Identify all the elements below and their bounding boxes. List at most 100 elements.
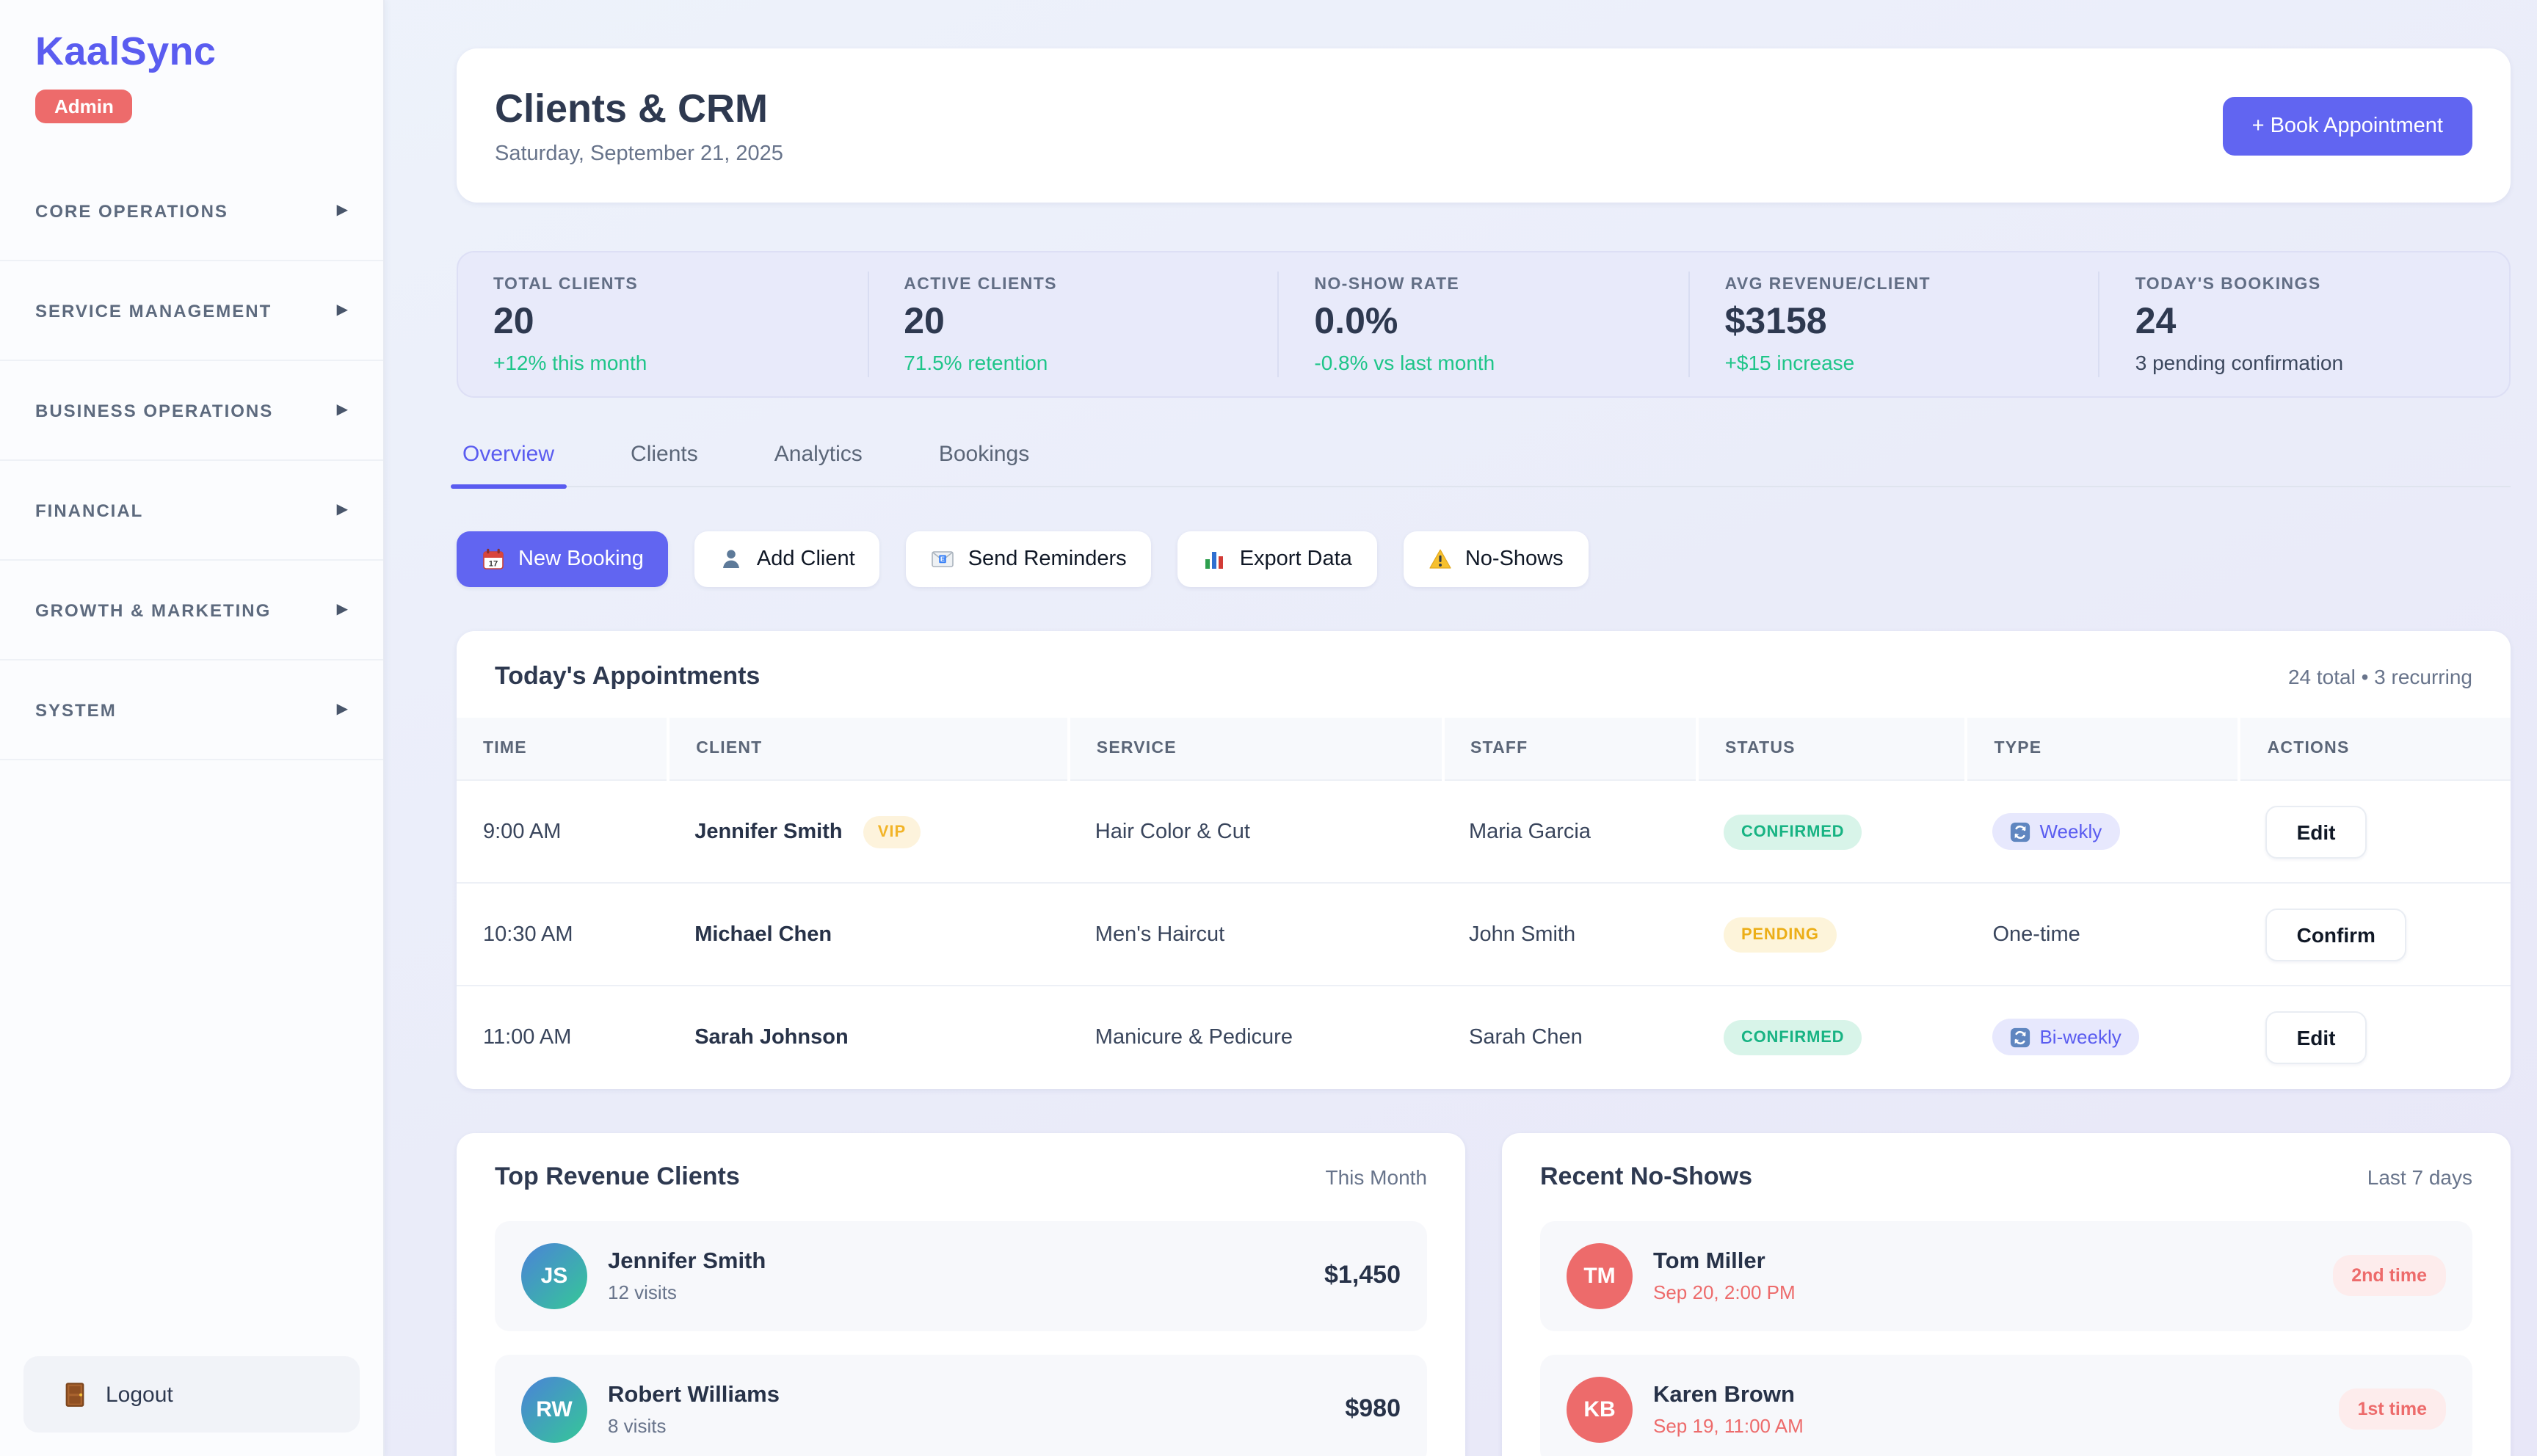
cell-type: Weekly xyxy=(1966,779,2240,883)
no-show-datetime: Sep 20, 2:00 PM xyxy=(1653,1281,1796,1303)
chevron-right-icon: ▶ xyxy=(336,302,348,318)
vip-badge: VIP xyxy=(863,815,921,848)
add-client-button[interactable]: Add Client xyxy=(694,531,880,587)
sidebar-item-financial[interactable]: FINANCIAL ▶ xyxy=(0,461,383,561)
cell-service: Manicure & Pedicure xyxy=(1068,985,1442,1088)
list-item: TM Tom Miller Sep 20, 2:00 PM 2nd time xyxy=(1540,1220,2472,1331)
stat-subtext: +$15 increase xyxy=(1724,350,1855,374)
action-label: No-Shows xyxy=(1465,547,1564,571)
avatar: RW xyxy=(521,1376,587,1442)
client-name: Jennifer Smith xyxy=(608,1248,766,1273)
type-label: One-time xyxy=(1992,922,2080,946)
stat-label: TODAY'S BOOKINGS xyxy=(2135,275,2321,293)
bar-chart-icon xyxy=(1205,552,1224,569)
sidebar-item-growth-marketing[interactable]: GROWTH & MARKETING ▶ xyxy=(0,561,383,660)
appointments-card-header: Today's Appointments 24 total • 3 recurr… xyxy=(457,631,2511,718)
sidebar-item-label: FINANCIAL xyxy=(35,500,144,520)
table-row: 11:00 AM Sarah Johnson Manicure & Pedicu… xyxy=(457,985,2511,1088)
calendar-icon: 17 xyxy=(483,548,504,569)
cell-client: Michael Chen xyxy=(668,882,1069,986)
export-data-button[interactable]: Export Data xyxy=(1177,531,1377,587)
cell-actions: Edit xyxy=(2239,985,2511,1088)
column-header-client: CLIENT xyxy=(667,718,1069,780)
page-header: Clients & CRM Saturday, September 21, 20… xyxy=(457,48,2511,203)
cell-staff: John Smith xyxy=(1442,882,1697,986)
cell-client: Sarah Johnson xyxy=(668,985,1069,1088)
client-info: Karen Brown Sep 19, 11:00 AM xyxy=(1653,1382,2339,1436)
status-badge: CONFIRMED xyxy=(1723,1019,1862,1055)
client-name: Jennifer Smith xyxy=(694,820,843,843)
top-revenue-list: JS Jennifer Smith 12 visits $1,450 RW Ro… xyxy=(495,1220,1427,1456)
chevron-right-icon: ▶ xyxy=(336,502,348,518)
action-label: New Booking xyxy=(518,547,644,571)
client-name: Michael Chen xyxy=(694,922,832,946)
top-revenue-period: This Month xyxy=(1325,1165,1428,1188)
send-reminders-button[interactable]: E Send Reminders xyxy=(906,531,1152,587)
cell-time: 10:30 AM xyxy=(457,882,669,986)
stat-label: NO-SHOW RATE xyxy=(1314,275,1460,293)
appointments-table: TIME CLIENT SERVICE STAFF STATUS TYPE AC… xyxy=(457,718,2511,1088)
type-label: Weekly xyxy=(2039,820,2102,842)
stat-avg-revenue: AVG REVENUE/CLIENT $3158 +$15 increase xyxy=(1688,272,2099,377)
sidebar-item-label: SYSTEM xyxy=(35,699,117,720)
logout-button[interactable]: Logout xyxy=(23,1356,360,1433)
confirm-button[interactable]: Confirm xyxy=(2265,908,2406,961)
tab-overview[interactable]: Overview xyxy=(451,442,566,489)
tab-bookings[interactable]: Bookings xyxy=(938,442,1030,467)
sidebar-item-business-operations[interactable]: BUSINESS OPERATIONS ▶ xyxy=(0,361,383,461)
client-name: Karen Brown xyxy=(1653,1382,1795,1407)
role-badge: Admin xyxy=(35,90,133,123)
top-revenue-title: Top Revenue Clients xyxy=(495,1162,740,1190)
sidebar-item-service-management[interactable]: SERVICE MANAGEMENT ▶ xyxy=(0,261,383,361)
sidebar-item-system[interactable]: SYSTEM ▶ xyxy=(0,660,383,760)
no-show-datetime: Sep 19, 11:00 AM xyxy=(1653,1414,1804,1436)
stat-subtext: 71.5% retention xyxy=(904,350,1048,374)
no-shows-button[interactable]: No-Shows xyxy=(1403,531,1589,587)
column-header-staff: STAFF xyxy=(1440,718,1697,780)
no-show-count-badge: 2nd time xyxy=(2332,1255,2446,1296)
stat-value: 24 xyxy=(2135,300,2177,341)
cell-type: Bi-weekly xyxy=(1966,985,2240,1088)
tab-clients[interactable]: Clients xyxy=(631,442,698,467)
email-icon: E xyxy=(932,551,954,567)
stat-subtext: +12% this month xyxy=(493,350,647,374)
edit-button[interactable]: Edit xyxy=(2265,805,2367,858)
book-appointment-button[interactable]: + Book Appointment xyxy=(2222,96,2472,155)
cell-actions: Confirm xyxy=(2239,882,2511,986)
no-shows-list: TM Tom Miller Sep 20, 2:00 PM 2nd time K… xyxy=(1540,1220,2472,1456)
cell-staff: Sarah Chen xyxy=(1442,985,1697,1088)
client-amount: $1,450 xyxy=(1324,1261,1401,1289)
svg-text:E: E xyxy=(941,556,946,563)
sidebar-item-label: GROWTH & MARKETING xyxy=(35,600,272,620)
stat-label: TOTAL CLIENTS xyxy=(493,275,639,293)
stat-value: 20 xyxy=(904,300,945,341)
new-booking-button[interactable]: 17 New Booking xyxy=(457,531,669,587)
client-name: Sarah Johnson xyxy=(694,1025,849,1049)
stat-subtext: -0.8% vs last month xyxy=(1314,350,1495,374)
avatar: JS xyxy=(521,1242,587,1308)
status-badge: PENDING xyxy=(1723,917,1837,952)
page-date: Saturday, September 21, 2025 xyxy=(495,142,783,165)
door-icon xyxy=(65,1383,84,1407)
warning-icon xyxy=(1429,549,1451,569)
bottom-panels: Top Revenue Clients This Month JS Jennif… xyxy=(457,1132,2511,1456)
cell-client: Jennifer Smith VIP xyxy=(668,779,1069,883)
list-item: KB Karen Brown Sep 19, 11:00 AM 1st time xyxy=(1540,1354,2472,1456)
client-info: Jennifer Smith 12 visits xyxy=(608,1248,1324,1303)
cell-service: Hair Color & Cut xyxy=(1068,779,1442,883)
appointments-summary: 24 total • 3 recurring xyxy=(2287,665,2472,688)
stat-no-show-rate: NO-SHOW RATE 0.0% -0.8% vs last month xyxy=(1277,272,1688,377)
stat-label: ACTIVE CLIENTS xyxy=(904,275,1057,293)
cell-status: CONFIRMED xyxy=(1696,779,1967,883)
person-icon xyxy=(723,550,740,568)
app-logo: KaalSync xyxy=(35,29,217,73)
stat-subtext: 3 pending confirmation xyxy=(2135,350,2344,374)
sidebar-item-label: BUSINESS OPERATIONS xyxy=(35,400,274,421)
edit-button[interactable]: Edit xyxy=(2265,1011,2367,1064)
tab-analytics[interactable]: Analytics xyxy=(774,442,863,467)
client-amount: $980 xyxy=(1345,1394,1401,1422)
sidebar-item-core-operations[interactable]: CORE OPERATIONS ▶ xyxy=(0,161,383,261)
stat-value: 20 xyxy=(493,300,534,341)
cell-staff: Maria Garcia xyxy=(1442,779,1697,883)
